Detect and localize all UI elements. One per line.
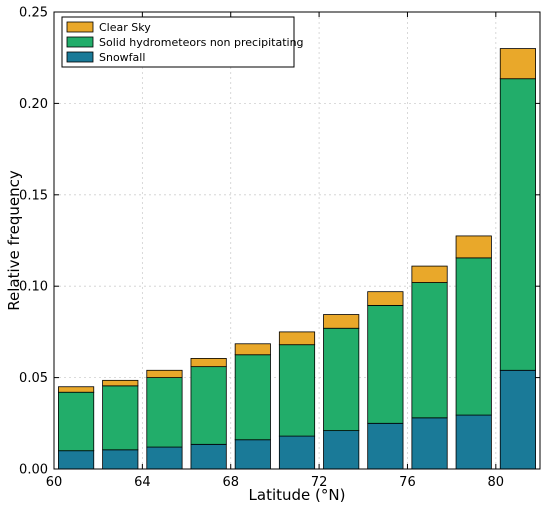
bar-solid-hydrometeors-non-precipitating (367, 304, 404, 424)
x-tick-label: 72 (311, 475, 328, 490)
bar-snowfall (499, 369, 536, 470)
bar-clear-sky (102, 379, 139, 387)
legend-label: Snowfall (99, 51, 145, 64)
legend-swatch (66, 51, 94, 63)
x-tick-label: 80 (488, 475, 505, 490)
legend-frame (61, 16, 295, 68)
y-tick-label: 0.05 (19, 371, 48, 386)
bar-clear-sky (58, 386, 95, 393)
legend-label: Solid hydrometeors non precipitating (99, 36, 304, 49)
bar-solid-hydrometeors-non-precipitating (58, 391, 95, 452)
x-tick-label: 68 (222, 475, 239, 490)
bar-solid-hydrometeors-non-precipitating (411, 282, 448, 419)
x-tick-label: 64 (134, 475, 151, 490)
legend: Clear Sky Solid hydrometeors non precipit… (61, 16, 304, 68)
bar-snowfall (278, 435, 316, 470)
bar-solid-hydrometeors-non-precipitating (146, 377, 183, 448)
plot-frame (53, 11, 541, 470)
bar-clear-sky (411, 265, 448, 283)
bars-layer (58, 48, 536, 470)
bar-solid-hydrometeors-non-precipitating (499, 78, 536, 371)
x-tick-label: 76 (399, 475, 416, 490)
y-tick-label: 0.15 (19, 188, 48, 203)
bar-clear-sky (234, 343, 271, 356)
bar-clear-sky (278, 331, 316, 346)
y-tick-label: 0.00 (19, 463, 48, 478)
bar-solid-hydrometeors-non-precipitating (278, 344, 316, 437)
y-tick-label: 0.25 (19, 6, 48, 21)
y-tick-label: 0.20 (19, 97, 48, 112)
legend-swatch (66, 21, 94, 33)
bar-clear-sky (190, 358, 227, 368)
legend-label: Clear Sky (99, 21, 151, 34)
bar-snowfall (58, 450, 95, 470)
bar-snowfall (190, 443, 227, 470)
bar-snowfall (455, 414, 492, 470)
bar-snowfall (146, 446, 183, 470)
bar-clear-sky (323, 314, 360, 329)
bar-clear-sky (455, 235, 492, 259)
bar-snowfall (411, 417, 448, 470)
bar-solid-hydrometeors-non-precipitating (102, 385, 139, 451)
bar-solid-hydrometeors-non-precipitating (190, 366, 227, 445)
bar-solid-hydrometeors-non-precipitating (323, 327, 360, 432)
bar-solid-hydrometeors-non-precipitating (455, 257, 492, 416)
bar-snowfall (102, 449, 139, 470)
bar-clear-sky (499, 48, 536, 80)
bar-snowfall (367, 422, 404, 470)
y-tick-label: 0.10 (19, 280, 48, 295)
bar-clear-sky (367, 291, 404, 306)
bar-solid-hydrometeors-non-precipitating (234, 354, 271, 441)
bar-snowfall (323, 430, 360, 470)
x-axis-title: Latitude (°N) (249, 486, 346, 504)
bar-snowfall (234, 439, 271, 470)
x-tick-label: 60 (46, 475, 63, 490)
bar-clear-sky (146, 369, 183, 378)
ticks-layer: 0.00 0.05 0.10 0.15 0.20 0.25 60 64 68 72 76 80 (19, 6, 540, 490)
legend-swatch (66, 36, 94, 48)
y-axis-title: Relative frequency (5, 170, 23, 311)
